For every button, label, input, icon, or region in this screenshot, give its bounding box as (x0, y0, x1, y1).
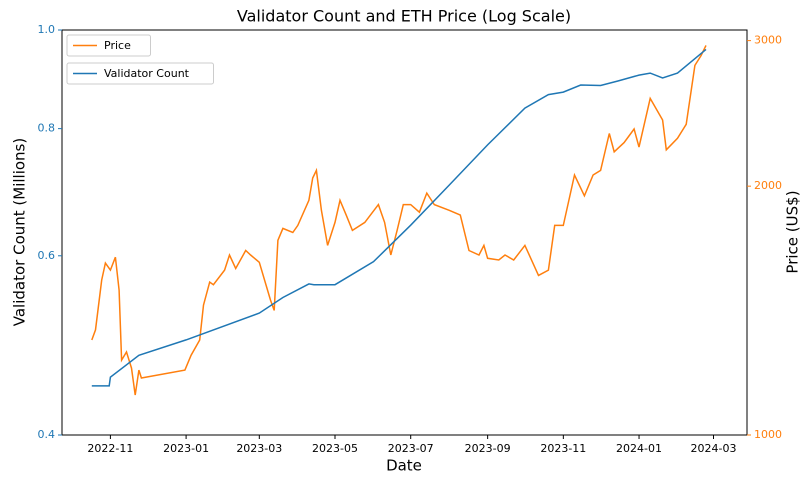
legend-label: Price (104, 39, 131, 52)
x-tick-label: 2023-05 (312, 442, 358, 455)
series-line (91, 45, 707, 396)
plot-frame (61, 29, 748, 436)
y-tick-label: 0.8 (38, 122, 56, 135)
x-tick-label: 2023-03 (236, 442, 282, 455)
y2-tick-label: 1000 (754, 428, 782, 441)
legend-box (66, 62, 214, 85)
x-tick-label: 2023-09 (465, 442, 511, 455)
y2-axis-label: Price (US$) (784, 190, 802, 273)
y2-tick-label: 3000 (754, 34, 782, 47)
chart-title: Validator Count and ETH Price (Log Scale… (237, 7, 571, 26)
y-axis-label: Validator Count (Millions) (11, 138, 29, 326)
y-tick-label: 1.0 (38, 23, 56, 36)
x-tick-label: 2022-11 (87, 442, 133, 455)
x-tick-label: 2023-07 (388, 442, 434, 455)
y-tick-label: 0.4 (38, 428, 56, 441)
x-axis-label: Date (386, 457, 422, 475)
legend-box (66, 34, 151, 57)
x-tick-label: 2024-03 (691, 442, 737, 455)
x-tick-label: 2024-01 (616, 442, 662, 455)
y2-tick-label: 2000 (754, 179, 782, 192)
legend-label: Validator Count (104, 67, 190, 80)
x-tick-label: 2023-11 (540, 442, 586, 455)
x-tick-label: 2023-01 (163, 442, 209, 455)
y-tick-label: 0.6 (38, 249, 56, 262)
series-line (91, 48, 707, 387)
